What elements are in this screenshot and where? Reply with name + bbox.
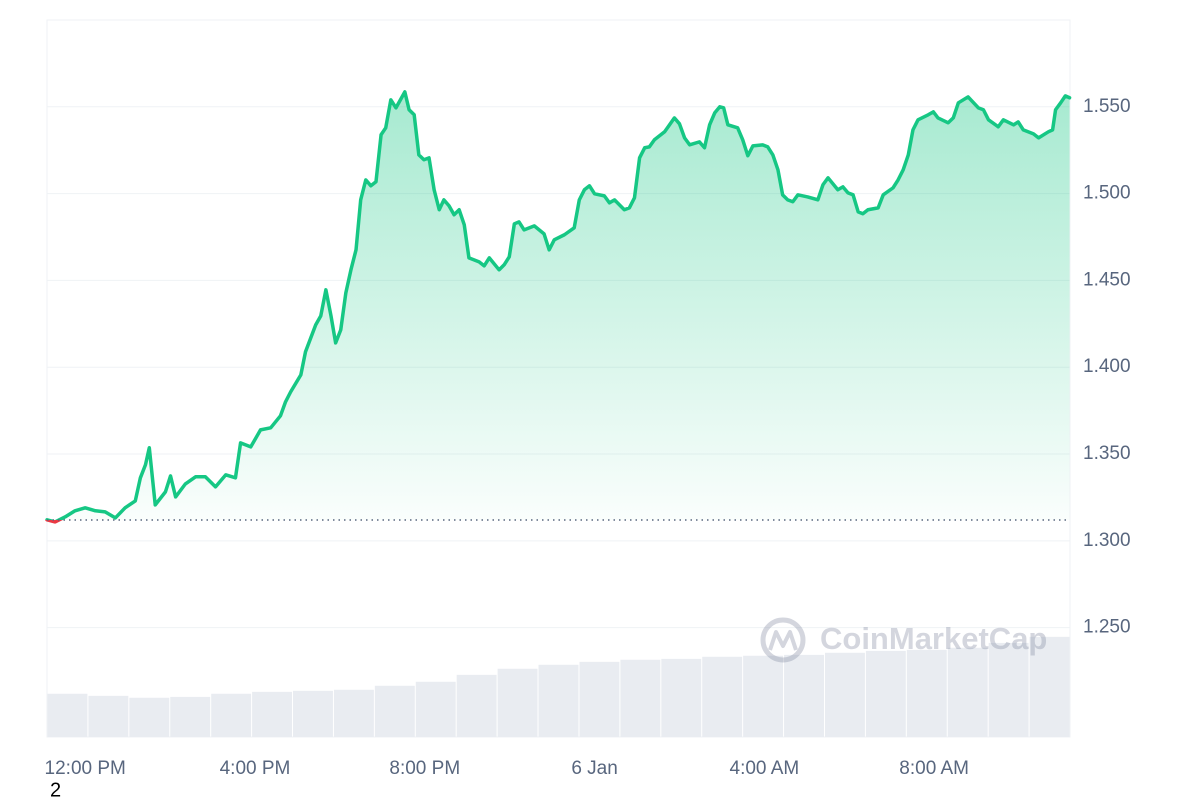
y-tick-label: 1.250 [1083, 617, 1131, 638]
y-tick-label: 1.400 [1083, 356, 1131, 377]
volume-bar [374, 685, 415, 737]
volume-bar [415, 681, 456, 737]
x-tick-label: 12:00 PM [45, 758, 126, 779]
footnote: 2 [50, 779, 61, 800]
volume-bar [456, 674, 497, 737]
volume-bar [702, 656, 743, 737]
volume-bar [824, 652, 865, 737]
volume-bar [88, 695, 129, 737]
y-tick-label: 1.550 [1083, 96, 1131, 117]
volume-bar [293, 690, 333, 737]
x-tick-label: 4:00 AM [730, 758, 800, 779]
x-tick-label: 8:00 AM [899, 758, 969, 779]
watermark-text: CoinMarketCap [820, 621, 1047, 656]
volume-bar [865, 650, 906, 737]
volume-bar [252, 691, 293, 737]
volume-bar [784, 654, 824, 737]
volume-bar [947, 647, 988, 737]
area-fill [47, 91, 1070, 522]
volume-bar [47, 693, 88, 737]
x-tick-label: 6 Jan [571, 758, 617, 779]
volume-bar [743, 655, 784, 737]
volume-bar [906, 649, 947, 737]
volume-bar [170, 696, 211, 737]
volume-bar [579, 661, 620, 737]
x-tick-label: 8:00 PM [389, 758, 460, 779]
volume-bar [129, 697, 170, 737]
volume-bar [661, 658, 702, 737]
watermark: CoinMarketCap [760, 617, 1047, 663]
y-tick-label: 1.300 [1083, 530, 1131, 551]
volume-bar [333, 689, 374, 737]
volume-bar [1029, 636, 1070, 737]
volume-bar [538, 664, 579, 737]
volume-bar [497, 668, 538, 737]
price-line [45, 90, 1072, 524]
y-tick-label: 1.350 [1083, 443, 1131, 464]
volume-bar [211, 693, 252, 737]
volume-bar [620, 659, 661, 737]
volume-bar [988, 642, 1029, 737]
x-tick-label: 4:00 PM [220, 758, 291, 779]
y-tick-label: 1.450 [1083, 269, 1131, 290]
y-tick-label: 1.500 [1083, 183, 1131, 204]
